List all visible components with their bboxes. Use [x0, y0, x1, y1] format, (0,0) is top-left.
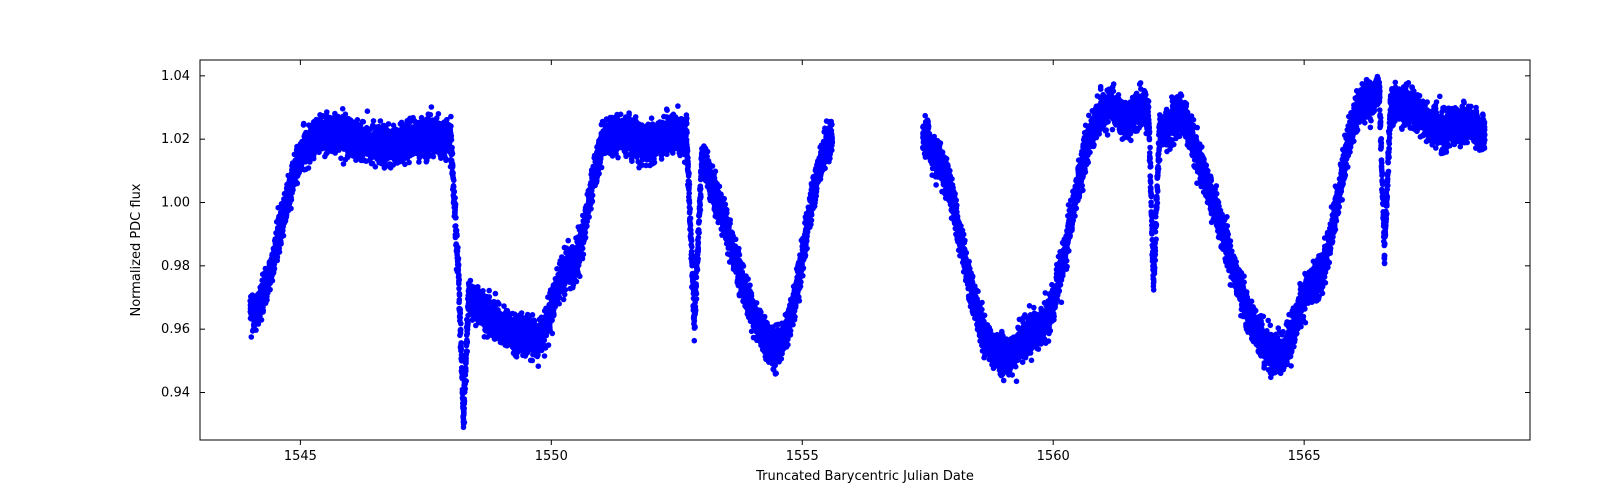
y-tick-label: 1.00 — [161, 196, 190, 211]
x-tick-label: 1560 — [1037, 449, 1070, 464]
y-axis-label: Normalized PDC flux — [129, 183, 144, 316]
y-tick-label: 0.98 — [161, 259, 190, 274]
x-tick-label: 1545 — [284, 449, 317, 464]
y-tick-label: 0.94 — [161, 386, 190, 401]
y-tick-label: 1.04 — [161, 69, 190, 84]
lightcurve-scatter-chart: 1545 1550 1555 1560 1565 0.94 0.96 0.98 1.00 1.0… — [0, 0, 1600, 500]
x-tick-label: 1555 — [786, 449, 819, 464]
x-tick-label: 1565 — [1288, 449, 1321, 464]
x-axis-label: Truncated Barycentric Julian Date — [755, 469, 974, 484]
x-tick-label: 1550 — [535, 449, 568, 464]
y-tick-label: 0.96 — [161, 322, 190, 337]
y-tick-label: 1.02 — [161, 132, 190, 147]
